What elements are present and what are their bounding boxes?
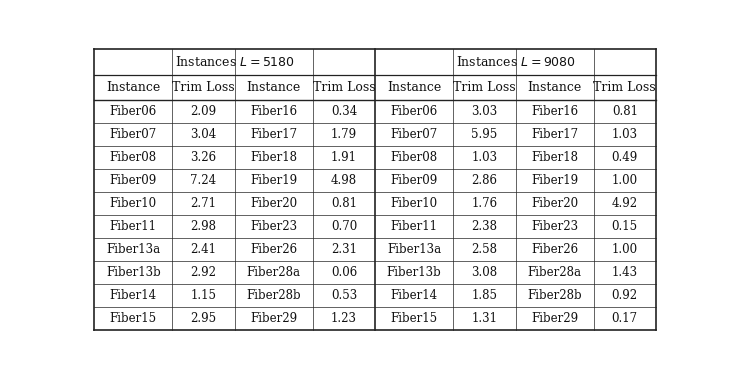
Text: 3.26: 3.26 xyxy=(190,151,217,164)
Text: Fiber13b: Fiber13b xyxy=(106,266,161,279)
Text: 2.86: 2.86 xyxy=(471,174,497,187)
Text: Fiber09: Fiber09 xyxy=(110,174,157,187)
Text: 0.34: 0.34 xyxy=(331,105,357,118)
Text: Fiber09: Fiber09 xyxy=(391,174,438,187)
Text: 1.76: 1.76 xyxy=(471,197,498,210)
Text: Fiber28a: Fiber28a xyxy=(247,266,301,279)
Text: 0.92: 0.92 xyxy=(612,289,638,302)
Text: 0.70: 0.70 xyxy=(331,220,357,233)
Text: 0.53: 0.53 xyxy=(331,289,357,302)
Text: Fiber26: Fiber26 xyxy=(250,243,297,256)
Text: Instances $L = 9080$: Instances $L = 9080$ xyxy=(455,55,575,69)
Text: Fiber16: Fiber16 xyxy=(250,105,297,118)
Text: 2.58: 2.58 xyxy=(471,243,497,256)
Text: 0.15: 0.15 xyxy=(612,220,638,233)
Text: Fiber11: Fiber11 xyxy=(391,220,438,233)
Text: Fiber29: Fiber29 xyxy=(531,312,578,325)
Text: Fiber18: Fiber18 xyxy=(250,151,297,164)
Text: Fiber23: Fiber23 xyxy=(531,220,578,233)
Text: Fiber13a: Fiber13a xyxy=(106,243,160,256)
Text: 0.06: 0.06 xyxy=(331,266,357,279)
Text: Fiber28b: Fiber28b xyxy=(247,289,301,302)
Text: Trim Loss: Trim Loss xyxy=(313,81,376,94)
Text: Fiber10: Fiber10 xyxy=(391,197,438,210)
Text: 2.92: 2.92 xyxy=(190,266,217,279)
Text: Fiber14: Fiber14 xyxy=(391,289,438,302)
Text: Instance: Instance xyxy=(106,81,160,94)
Text: 1.03: 1.03 xyxy=(471,151,498,164)
Text: Fiber19: Fiber19 xyxy=(531,174,578,187)
Text: Fiber18: Fiber18 xyxy=(531,151,578,164)
Text: 0.81: 0.81 xyxy=(331,197,357,210)
Text: Fiber23: Fiber23 xyxy=(250,220,297,233)
Text: Fiber15: Fiber15 xyxy=(391,312,438,325)
Text: 0.81: 0.81 xyxy=(612,105,638,118)
Text: 1.91: 1.91 xyxy=(331,151,357,164)
Text: Fiber20: Fiber20 xyxy=(250,197,297,210)
Text: 2.71: 2.71 xyxy=(190,197,217,210)
Text: Fiber13a: Fiber13a xyxy=(387,243,441,256)
Text: 7.24: 7.24 xyxy=(190,174,217,187)
Text: 2.41: 2.41 xyxy=(190,243,217,256)
Text: Fiber20: Fiber20 xyxy=(531,197,578,210)
Text: 3.04: 3.04 xyxy=(190,128,217,141)
Text: 2.95: 2.95 xyxy=(190,312,217,325)
Text: 1.15: 1.15 xyxy=(190,289,217,302)
Text: Fiber16: Fiber16 xyxy=(531,105,578,118)
Text: 1.79: 1.79 xyxy=(331,128,357,141)
Text: 4.98: 4.98 xyxy=(331,174,357,187)
Text: 1.00: 1.00 xyxy=(612,174,638,187)
Text: 1.43: 1.43 xyxy=(612,266,638,279)
Text: Fiber28b: Fiber28b xyxy=(527,289,582,302)
Text: 2.09: 2.09 xyxy=(190,105,217,118)
Text: 3.08: 3.08 xyxy=(471,266,498,279)
Text: Fiber08: Fiber08 xyxy=(110,151,157,164)
Text: 1.23: 1.23 xyxy=(331,312,357,325)
Text: Fiber17: Fiber17 xyxy=(531,128,578,141)
Text: 2.31: 2.31 xyxy=(331,243,357,256)
Text: Fiber10: Fiber10 xyxy=(110,197,157,210)
Text: Fiber06: Fiber06 xyxy=(110,105,157,118)
Text: Trim Loss: Trim Loss xyxy=(594,81,656,94)
Text: 1.85: 1.85 xyxy=(471,289,497,302)
Text: Fiber19: Fiber19 xyxy=(250,174,297,187)
Text: Instance: Instance xyxy=(247,81,301,94)
Text: Fiber11: Fiber11 xyxy=(110,220,157,233)
Text: Fiber29: Fiber29 xyxy=(250,312,297,325)
Text: 5.95: 5.95 xyxy=(471,128,498,141)
Text: Trim Loss: Trim Loss xyxy=(172,81,235,94)
Text: Fiber14: Fiber14 xyxy=(110,289,157,302)
Text: 3.03: 3.03 xyxy=(471,105,498,118)
Text: 0.49: 0.49 xyxy=(612,151,638,164)
Text: Instance: Instance xyxy=(528,81,582,94)
Text: Fiber07: Fiber07 xyxy=(391,128,438,141)
Text: 2.98: 2.98 xyxy=(190,220,217,233)
Text: Fiber13b: Fiber13b xyxy=(386,266,441,279)
Text: Trim Loss: Trim Loss xyxy=(453,81,515,94)
Text: Fiber17: Fiber17 xyxy=(250,128,297,141)
Text: Fiber06: Fiber06 xyxy=(391,105,438,118)
Text: 4.92: 4.92 xyxy=(612,197,638,210)
Text: Fiber07: Fiber07 xyxy=(110,128,157,141)
Text: 1.31: 1.31 xyxy=(471,312,497,325)
Text: Fiber26: Fiber26 xyxy=(531,243,578,256)
Text: 0.17: 0.17 xyxy=(612,312,638,325)
Text: Fiber15: Fiber15 xyxy=(110,312,157,325)
Text: Fiber08: Fiber08 xyxy=(391,151,438,164)
Text: Instances $L = 5180$: Instances $L = 5180$ xyxy=(175,55,295,69)
Text: Fiber28a: Fiber28a xyxy=(528,266,581,279)
Text: 1.03: 1.03 xyxy=(612,128,638,141)
Text: 1.00: 1.00 xyxy=(612,243,638,256)
Text: 2.38: 2.38 xyxy=(471,220,497,233)
Text: Instance: Instance xyxy=(387,81,441,94)
